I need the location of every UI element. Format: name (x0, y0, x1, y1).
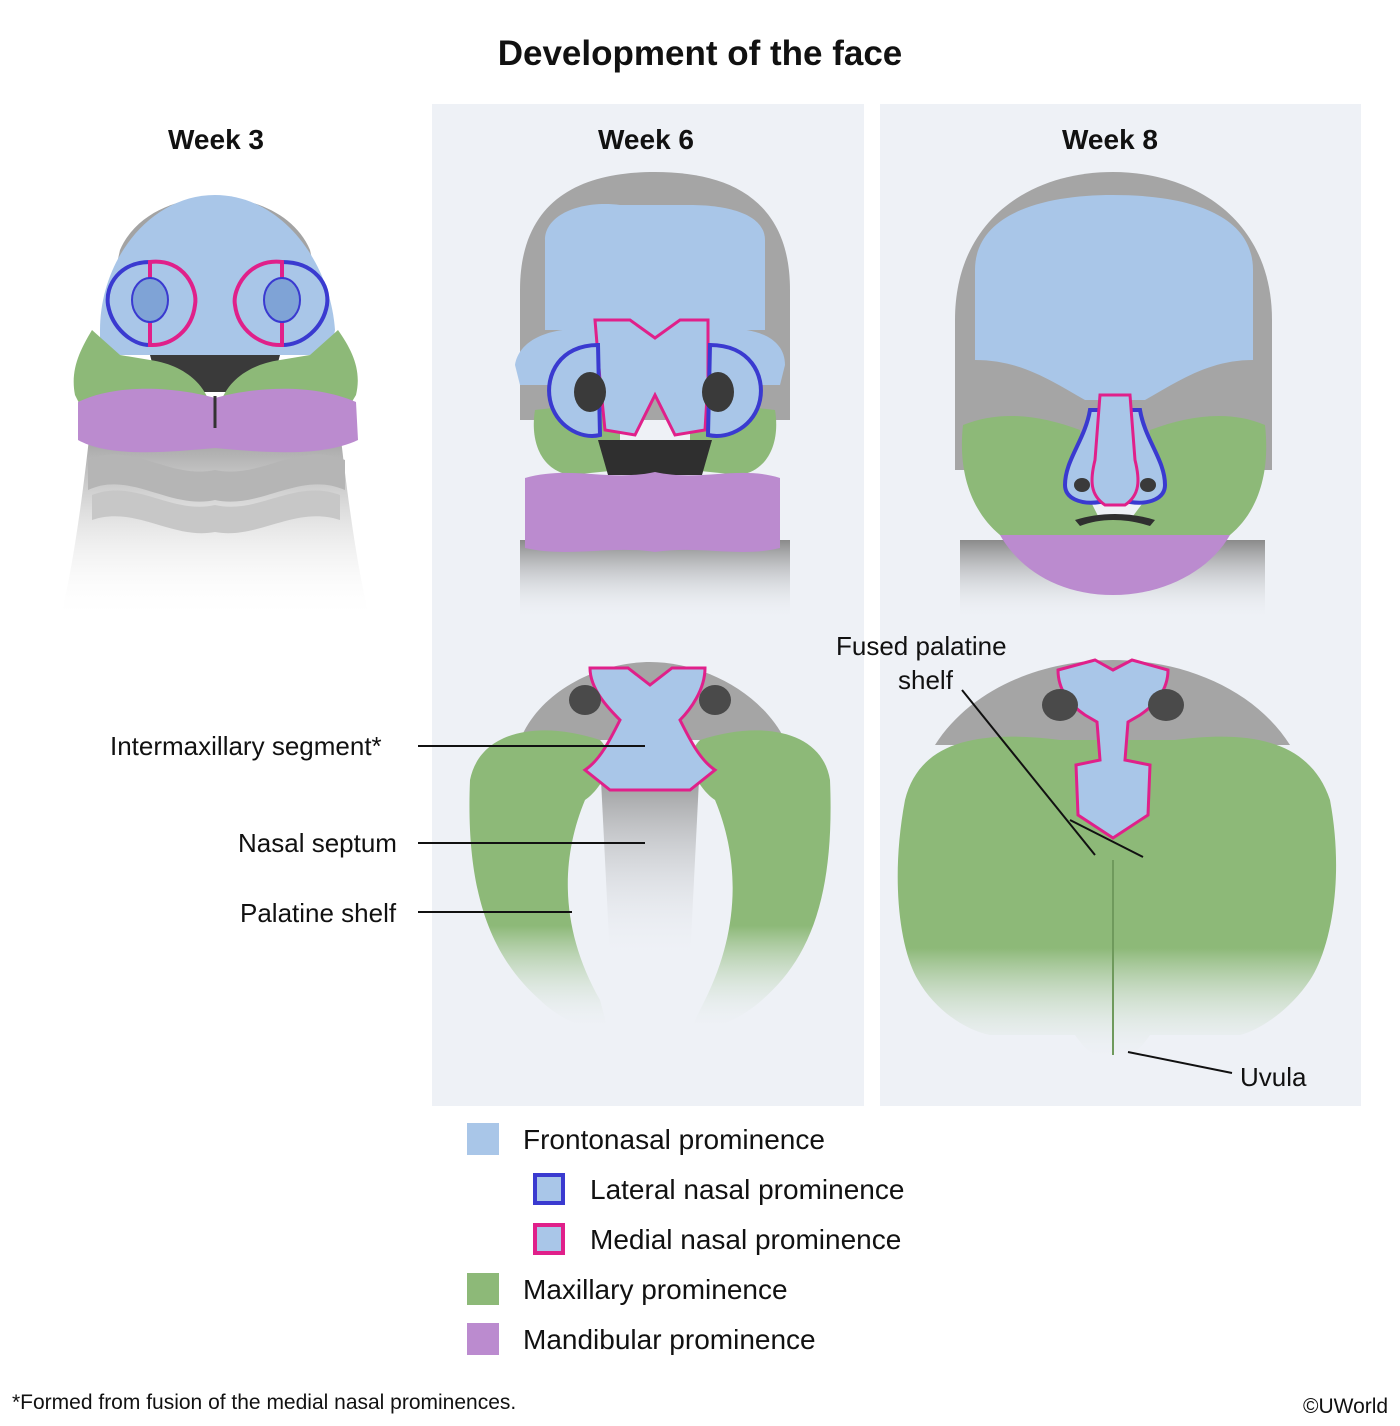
legend-label-mandibular: Mandibular prominence (523, 1324, 816, 1355)
week3-embryo-face (60, 195, 370, 620)
week8-mouth (1075, 514, 1155, 526)
legend-swatch-frontonasal (467, 1123, 499, 1155)
week3-maxillary-right (220, 330, 358, 405)
copyright: ©UWorld (1303, 1395, 1389, 1418)
legend-label-frontonasal: Frontonasal prominence (523, 1124, 825, 1155)
week8-heading: Week 8 (1062, 124, 1158, 155)
week6-palate-view (469, 662, 831, 1031)
week8-fetal-face (955, 172, 1272, 620)
legend-label-lateral-nasal: Lateral nasal prominence (590, 1174, 905, 1205)
week3-heading: Week 3 (168, 124, 264, 155)
legend-label-medial-nasal: Medial nasal prominence (590, 1224, 902, 1255)
week8-nose-medial (1090, 393, 1140, 507)
week3-mandibular (78, 388, 358, 453)
nasal-septum-label: Nasal septum (238, 828, 397, 858)
week6-intermaxillary-segment (582, 666, 718, 792)
week8-palate-view (897, 658, 1337, 1062)
week6-palatine-shelf-right (690, 730, 831, 1031)
week3-pharyngeal-arch-1 (88, 454, 345, 502)
footnote: *Formed from fusion of the medial nasal … (12, 1391, 517, 1414)
legend-swatch-mandibular (467, 1323, 499, 1355)
fused-palatine-leader (961, 689, 1096, 856)
week6-nasal-septum (600, 760, 700, 960)
week8-mandibular (1000, 535, 1230, 595)
week3-pharyngeal-arch-2 (92, 490, 340, 534)
week6-lateral-nasal-left (547, 342, 606, 438)
legend-swatch-lateral-nasal (533, 1173, 565, 1205)
week6-medial-nasal (593, 318, 710, 437)
week6-naris-right (699, 685, 731, 715)
fused-palatine-leader-2 (1069, 819, 1144, 858)
week8-naris-palate-right (1148, 689, 1184, 721)
week6-heading: Week 6 (598, 124, 694, 155)
week3-maxillary-left (73, 330, 210, 405)
week8-naris-left (1074, 478, 1090, 492)
week8-frontonasal (975, 195, 1253, 400)
fused-palatine-label-line2: shelf (898, 665, 953, 695)
uvula-leader (1127, 1051, 1233, 1074)
leader-lines (418, 689, 1233, 1074)
palatine-shelf-label: Palatine shelf (240, 898, 397, 928)
week3-nasal-placode-left (105, 259, 198, 348)
page-title: Development of the face (497, 34, 903, 73)
week6-mandibular (525, 472, 780, 552)
week3-nasal-placode-right (232, 259, 330, 348)
legend-swatch-medial-nasal (533, 1223, 565, 1255)
week6-naris-left (569, 685, 601, 715)
fused-palatine-label-line1: Fused palatine (836, 631, 1007, 661)
intermaxillary-label: Intermaxillary segment* (110, 731, 382, 761)
week6-lateral-nasal-right (702, 342, 763, 438)
week6-embryo-face (515, 172, 790, 620)
week6-frontonasal (545, 204, 765, 330)
uvula-label: Uvula (1240, 1062, 1307, 1092)
week8-maxillary (961, 415, 1267, 535)
legend-label-maxillary: Maxillary prominence (523, 1274, 788, 1305)
week8-naris-right (1140, 478, 1156, 492)
week6-neck (520, 540, 790, 620)
week8-fused-palate (897, 736, 1337, 1062)
week6-palatine-shelf-left (469, 730, 609, 1031)
legend-swatch-maxillary (467, 1273, 499, 1305)
week8-naris-palate-left (1042, 689, 1078, 721)
week6-mouth (598, 440, 712, 475)
